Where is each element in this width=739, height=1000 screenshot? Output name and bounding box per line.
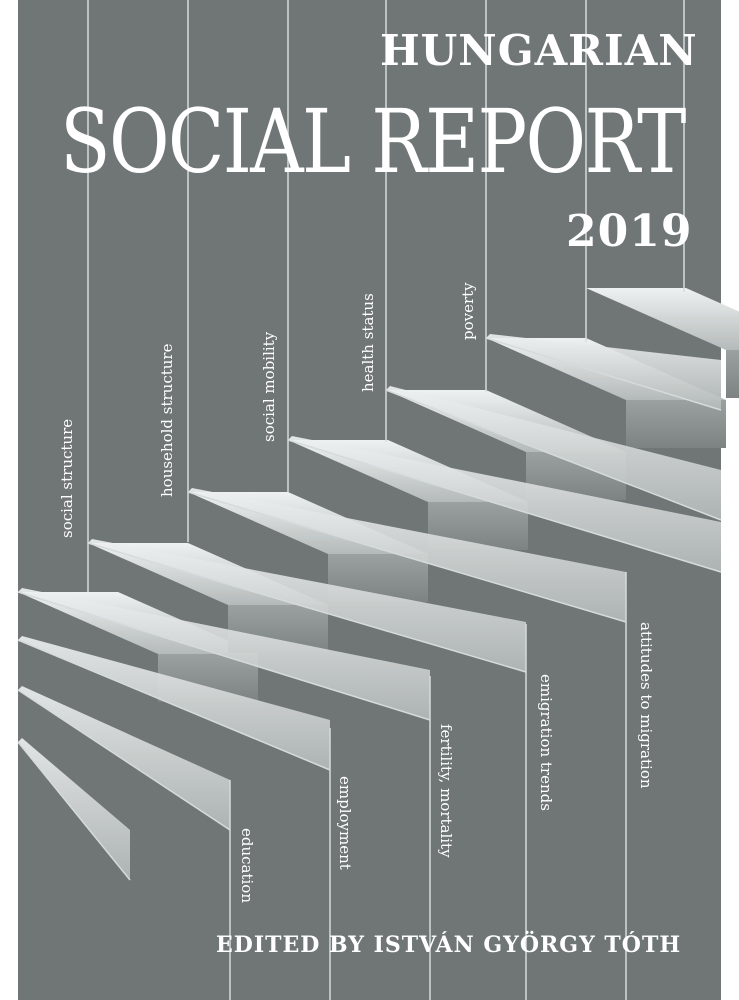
stair-sweep: [386, 386, 721, 520]
stair-riser: [428, 502, 528, 550]
stair-edge: [17, 591, 431, 721]
stair-sweep: [18, 588, 430, 720]
stair-tread: [586, 288, 739, 350]
stair-sweep: [486, 334, 721, 410]
topic-social-structure: social structure: [58, 418, 76, 538]
topic-social-mobility: social mobility: [260, 331, 278, 442]
stair-riser: [626, 400, 726, 448]
topic-poverty: poverty: [459, 282, 477, 340]
stair-edge: [17, 639, 331, 771]
stair-edge: [385, 389, 722, 521]
stair-edge: [87, 542, 527, 673]
topic-fertility-mortality: fertility, mortality: [437, 724, 455, 858]
title-year: 2019: [566, 206, 693, 257]
title-social-report: SOCIAL REPORT: [60, 90, 686, 193]
topic-education: education: [238, 828, 256, 903]
topic-attitudes-to-migration: attitudes to migration: [637, 622, 655, 789]
topic-employment: employment: [336, 776, 354, 870]
stair-edge: [17, 741, 131, 881]
title-hungarian: HUNGARIAN: [380, 26, 698, 75]
stair-edge: [17, 689, 231, 831]
editor-credit: EDITED BY ISTVÁN GYÖRGY TÓTH: [216, 932, 682, 958]
stair-sweep: [18, 636, 330, 770]
stair-edge: [187, 491, 627, 623]
stair-sweep: [288, 436, 721, 572]
topic-emigration-trends: emigration trends: [537, 674, 555, 811]
stair-edge: [485, 337, 722, 411]
stair-edge: [287, 439, 722, 573]
topic-health-status: health status: [359, 293, 377, 392]
stair-sweep: [188, 488, 626, 622]
topic-household-structure: household structure: [158, 343, 176, 497]
stair-riser: [726, 350, 739, 398]
stair-sweep: [18, 686, 230, 830]
stair-sweep: [88, 539, 526, 672]
